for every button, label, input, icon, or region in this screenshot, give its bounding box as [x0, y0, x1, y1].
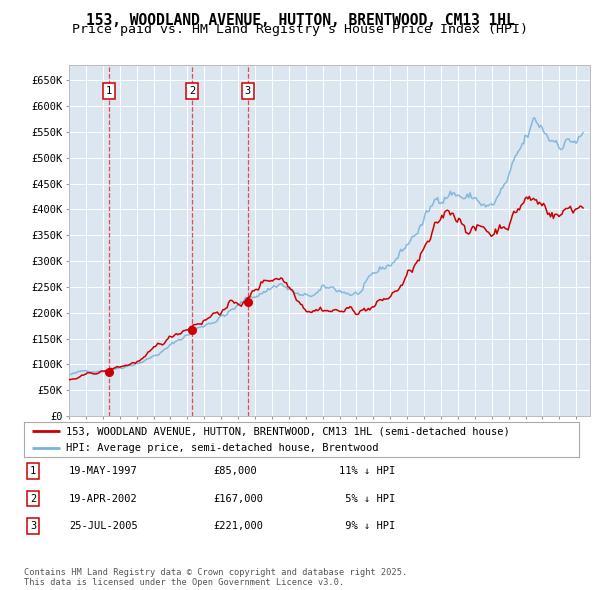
Text: 153, WOODLAND AVENUE, HUTTON, BRENTWOOD, CM13 1HL (semi-detached house): 153, WOODLAND AVENUE, HUTTON, BRENTWOOD,… [65, 427, 509, 437]
Text: 19-APR-2002: 19-APR-2002 [69, 494, 138, 503]
Text: 3: 3 [244, 86, 251, 96]
Text: Contains HM Land Registry data © Crown copyright and database right 2025.
This d: Contains HM Land Registry data © Crown c… [24, 568, 407, 587]
Text: 1: 1 [106, 86, 112, 96]
Text: 2: 2 [30, 494, 36, 503]
Text: 153, WOODLAND AVENUE, HUTTON, BRENTWOOD, CM13 1HL: 153, WOODLAND AVENUE, HUTTON, BRENTWOOD,… [86, 12, 514, 28]
Text: HPI: Average price, semi-detached house, Brentwood: HPI: Average price, semi-detached house,… [65, 442, 378, 453]
Text: 5% ↓ HPI: 5% ↓ HPI [339, 494, 395, 503]
Text: Price paid vs. HM Land Registry's House Price Index (HPI): Price paid vs. HM Land Registry's House … [72, 23, 528, 36]
Text: 3: 3 [30, 522, 36, 531]
Text: 2: 2 [190, 86, 196, 96]
Text: £85,000: £85,000 [213, 466, 257, 476]
Text: 25-JUL-2005: 25-JUL-2005 [69, 522, 138, 531]
Text: 19-MAY-1997: 19-MAY-1997 [69, 466, 138, 476]
Text: £221,000: £221,000 [213, 522, 263, 531]
Text: 11% ↓ HPI: 11% ↓ HPI [339, 466, 395, 476]
Text: £167,000: £167,000 [213, 494, 263, 503]
Text: 9% ↓ HPI: 9% ↓ HPI [339, 522, 395, 531]
Text: 1: 1 [30, 466, 36, 476]
